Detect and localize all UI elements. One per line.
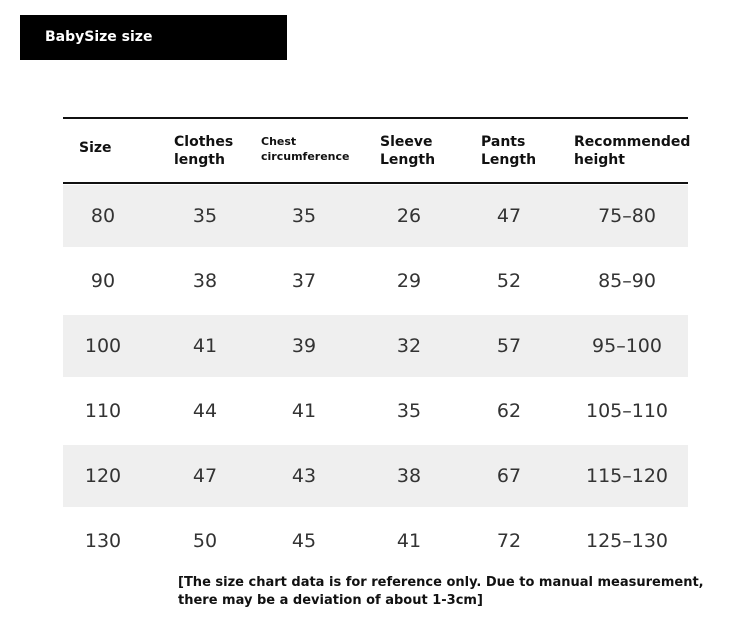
- column-header: Pants Length: [481, 134, 537, 168]
- table-cell: 38: [192, 270, 218, 292]
- table-cell: 29: [396, 270, 422, 292]
- table-cell: 38: [396, 465, 422, 487]
- table-cell: 41: [192, 335, 218, 357]
- table-row: 80 35 35 26 47 75–80: [63, 185, 688, 247]
- table-cell: 67: [496, 465, 522, 487]
- table-cell: 115–120: [585, 465, 669, 487]
- table-cell: 35: [291, 205, 317, 227]
- table-row: 110 44 41 35 62 105–110: [63, 380, 688, 442]
- table-cell: 35: [396, 400, 422, 422]
- table-row: 130 50 45 41 72 125–130: [63, 510, 688, 572]
- table-cell: 43: [291, 465, 317, 487]
- table-header-rule: [63, 182, 688, 184]
- table-cell: 62: [496, 400, 522, 422]
- column-header: Clothes length: [174, 134, 234, 168]
- footnote: [The size chart data is for reference on…: [178, 575, 704, 608]
- column-header: Chest circumference: [261, 135, 350, 163]
- table-cell: 90: [90, 270, 116, 292]
- table-cell: 85–90: [598, 270, 656, 292]
- table-cell: 75–80: [598, 205, 656, 227]
- table-cell: 41: [291, 400, 317, 422]
- table-top-rule: [63, 117, 688, 119]
- table-cell: 47: [496, 205, 522, 227]
- table-cell: 41: [396, 530, 422, 552]
- table-cell: 100: [84, 335, 122, 357]
- table-cell: 35: [192, 205, 218, 227]
- table-cell: 50: [192, 530, 218, 552]
- title-banner: BabySize size recommendation: [20, 15, 287, 90]
- table-row: 100 41 39 32 57 95–100: [63, 315, 688, 377]
- table-cell: 120: [84, 465, 122, 487]
- table-cell: 130: [84, 530, 122, 552]
- table-cell: 95–100: [592, 335, 662, 357]
- column-header: Sleeve Length: [380, 134, 436, 168]
- column-header: Recommended height: [574, 134, 691, 168]
- table-cell: 52: [496, 270, 522, 292]
- table-cell: 26: [396, 205, 422, 227]
- table-cell: 125–130: [585, 530, 669, 552]
- table-cell: 39: [291, 335, 317, 357]
- table-cell: 105–110: [585, 400, 669, 422]
- column-header: Size: [79, 140, 112, 156]
- table-row: 90 38 37 29 52 85–90: [63, 250, 688, 312]
- table-cell: 47: [192, 465, 218, 487]
- table-cell: 45: [291, 530, 317, 552]
- table-cell: 57: [496, 335, 522, 357]
- table-cell: 37: [291, 270, 317, 292]
- table-cell: 72: [496, 530, 522, 552]
- table-cell: 32: [396, 335, 422, 357]
- table-cell: 44: [192, 400, 218, 422]
- table-row: 120 47 43 38 67 115–120: [63, 445, 688, 507]
- table-cell: 80: [90, 205, 116, 227]
- table-cell: 110: [84, 400, 122, 422]
